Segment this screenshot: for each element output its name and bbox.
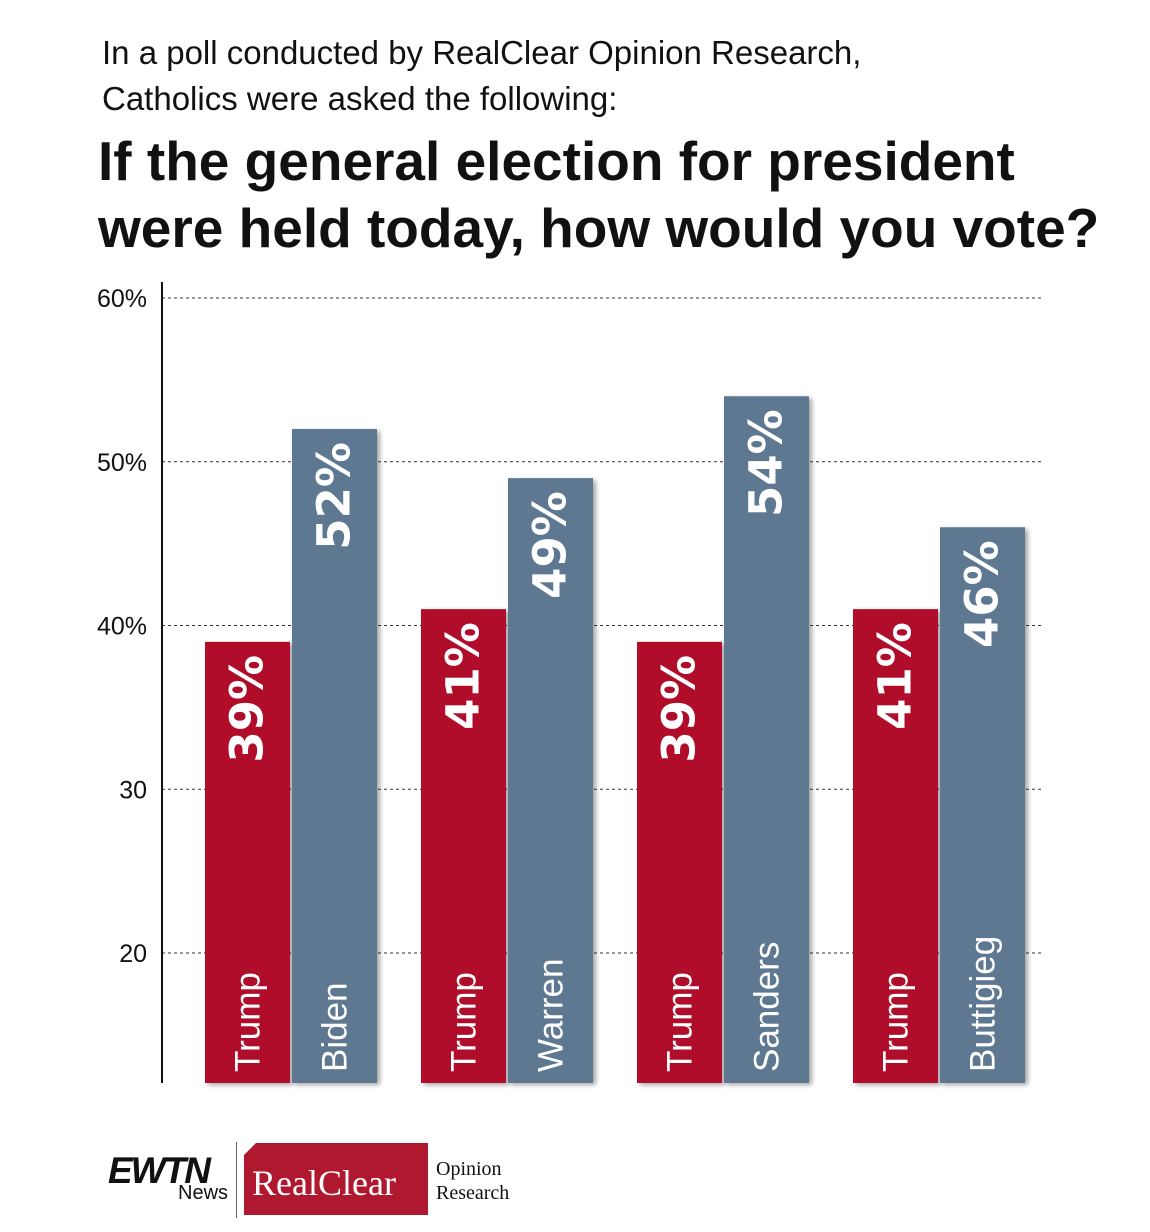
intro-line-2: Catholics were asked the following: [102, 80, 618, 117]
bar-category-label: Trump [229, 972, 268, 1072]
bar-rect [205, 641, 290, 1083]
gridlines: 20 30 40% 50% 60% [97, 285, 1042, 968]
opinion-research-label: Opinion Research [436, 1157, 509, 1205]
realclear-logo-box [244, 1143, 428, 1215]
bar-trump-3: 41% Trump [853, 609, 938, 1083]
logo-divider [236, 1142, 237, 1218]
realclear-logo-fold [244, 1143, 256, 1155]
bar-category-label: Trump [877, 972, 916, 1072]
bar-chart: 20 30 40% 50% 60% 39% Trump 52% Biden 41% Trump 49… [97, 282, 1042, 1083]
ewtn-news-label: News [178, 1182, 229, 1204]
bar-value-label: 49% [524, 491, 577, 599]
bar-category-label: Buttigieg [964, 936, 1003, 1072]
bar-value-label: 41% [437, 622, 490, 730]
bar-buttigieg-3: 46% Buttigieg [940, 527, 1025, 1083]
bar-warren-1: 49% Warren [508, 478, 593, 1083]
y-tick-label: 30 [119, 776, 147, 804]
y-tick-label: 20 [119, 940, 147, 968]
bar-sanders-2: 54% Sanders [724, 396, 809, 1083]
bar-value-label: 39% [221, 655, 274, 763]
realclear-logo-text: RealClear [252, 1163, 396, 1203]
bar-value-label: 39% [653, 655, 706, 763]
bar-rect [637, 641, 722, 1083]
y-tick-label: 60% [97, 285, 147, 313]
bar-trump-1: 41% Trump [421, 609, 506, 1083]
question-line-2: were held today, how would you vote? [98, 197, 1100, 259]
bar-rect [292, 429, 377, 1083]
intro-text: In a poll conducted by RealClear Opinion… [102, 30, 1102, 122]
chart-title: If the general election for president we… [98, 128, 1150, 262]
footer-logos: EWTN News RealClear Opinion Research [0, 1130, 600, 1230]
bar-value-label: 54% [740, 409, 793, 517]
bar-value-label: 41% [869, 622, 922, 730]
y-tick-label: 50% [97, 449, 147, 477]
opinion-label: Opinion [436, 1158, 502, 1180]
bar-trump-0: 39% Trump [205, 641, 290, 1083]
bar-rect [853, 609, 938, 1083]
ewtn-logo: EWTN [108, 1150, 211, 1191]
question-line-1: If the general election for president [98, 130, 1015, 192]
bar-value-label: 52% [308, 442, 361, 550]
bar-rect [724, 396, 809, 1083]
bar-trump-2: 39% Trump [637, 641, 722, 1083]
bars: 39% Trump 52% Biden 41% Trump 49% Warren 39% Trum… [205, 396, 1025, 1083]
research-label: Research [436, 1182, 510, 1204]
intro-line-1: In a poll conducted by RealClear Opinion… [102, 34, 862, 71]
bar-rect [421, 609, 506, 1083]
bar-category-label: Trump [445, 972, 484, 1072]
bar-category-label: Sanders [748, 942, 787, 1072]
bar-biden-0: 52% Biden [292, 429, 377, 1083]
bar-value-label: 46% [956, 540, 1009, 648]
bar-rect [508, 478, 593, 1083]
y-tick-label: 40% [97, 613, 147, 641]
bar-rect [940, 527, 1025, 1083]
bar-category-label: Trump [661, 972, 700, 1072]
bar-category-label: Biden [316, 982, 355, 1072]
bar-category-label: Warren [532, 959, 571, 1072]
